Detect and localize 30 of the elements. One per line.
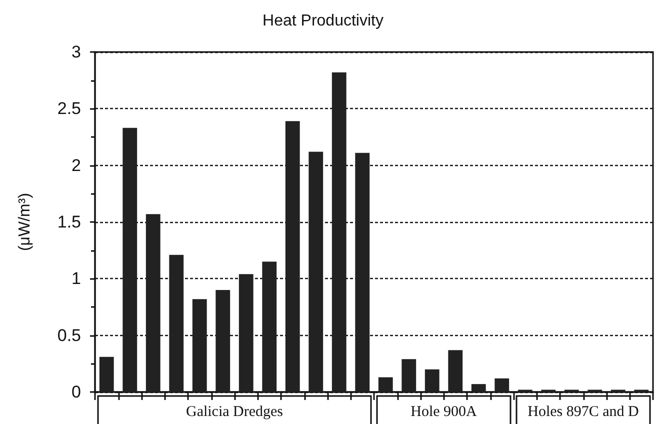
y-tick-label: 2.5 <box>57 99 81 118</box>
bar <box>262 262 277 392</box>
bar <box>355 152 370 392</box>
bar <box>99 356 114 392</box>
bar <box>424 369 440 392</box>
chart-title: Heat Productivity <box>262 12 384 30</box>
bar <box>402 359 416 392</box>
y-tick-label: 3 <box>72 42 81 62</box>
y-axis-title: (μW/m³) <box>16 192 34 252</box>
bar <box>192 299 207 392</box>
y-tick-label: 1 <box>72 269 81 288</box>
bar <box>471 384 486 392</box>
series-label: Hole 900A <box>410 404 478 420</box>
bar <box>308 152 324 392</box>
y-tick-label: 0 <box>72 382 81 402</box>
y-tick-label: 0.5 <box>57 326 81 345</box>
y-tick-label: 2 <box>72 156 81 175</box>
bar <box>448 350 463 392</box>
bar <box>238 274 254 392</box>
bar <box>122 128 138 392</box>
bar <box>378 377 393 392</box>
bar <box>146 214 160 392</box>
bar <box>216 290 230 392</box>
bar <box>285 121 300 392</box>
bar <box>332 72 346 392</box>
bar <box>169 254 184 392</box>
y-tick-label: 1.5 <box>57 212 81 232</box>
bar <box>494 378 510 392</box>
series-label: Holes 897C and D <box>528 404 640 420</box>
series-label: Galicia Dredges <box>186 404 284 420</box>
